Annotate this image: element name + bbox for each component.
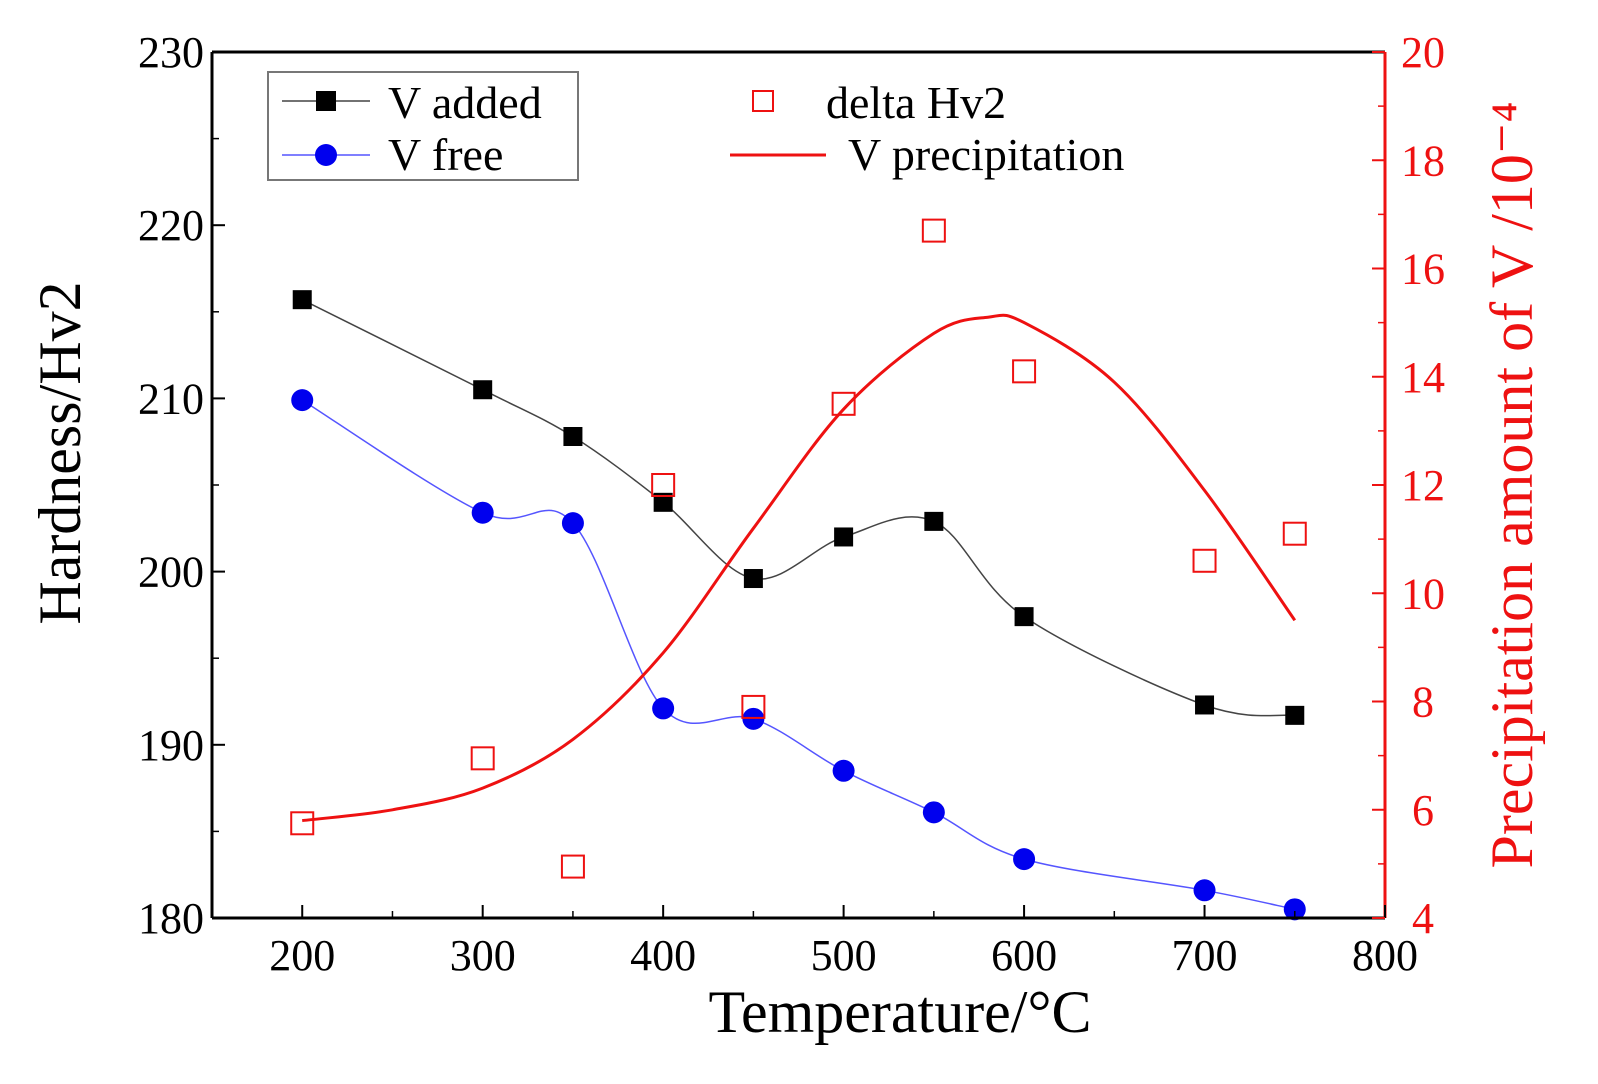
legend-v-added-label: V added bbox=[388, 77, 542, 128]
delta-hv2-point bbox=[1012, 359, 1037, 384]
v-added-point bbox=[563, 427, 583, 447]
x-tick-label: 400 bbox=[630, 931, 696, 980]
y2-axis-title: Precipitation amount of V /10⁻⁴ bbox=[1479, 102, 1545, 869]
y2-tick-label: 10 bbox=[1401, 569, 1445, 618]
y2-tick-label: 20 bbox=[1401, 28, 1445, 77]
y-tick-label: 220 bbox=[138, 201, 204, 250]
v-free-line bbox=[301, 399, 1295, 911]
legend-v-free-label: V free bbox=[388, 129, 503, 180]
x-tick-label: 600 bbox=[991, 931, 1057, 980]
v-free-point bbox=[561, 512, 584, 535]
legend-delta-hv2-label: delta Hv2 bbox=[826, 77, 1006, 128]
delta-hv2-point bbox=[470, 746, 495, 771]
x-tick-label: 800 bbox=[1352, 931, 1418, 980]
v-precipitation-line bbox=[302, 313, 1297, 823]
v-added-point bbox=[292, 290, 312, 310]
y-tick-label: 190 bbox=[138, 721, 204, 770]
legend-delta-hv2-marker bbox=[752, 90, 774, 112]
ticks-layer: 200 300 400 500 600 700 800 180 190 200 210 220 230 4… bbox=[138, 28, 1445, 980]
y2-tick-label: 18 bbox=[1401, 136, 1445, 185]
v-added-point bbox=[834, 527, 854, 547]
legend-v-free-marker bbox=[315, 144, 337, 166]
v-added-line bbox=[301, 299, 1295, 717]
delta-hv2-point bbox=[651, 473, 676, 497]
v-added-point bbox=[743, 569, 763, 589]
v-free-point bbox=[1013, 848, 1036, 871]
v-added-point bbox=[653, 492, 673, 512]
y-axis-title: Hardness/Hv2 bbox=[27, 281, 93, 624]
delta-hv2-point bbox=[741, 694, 766, 719]
y-tick-label: 230 bbox=[138, 28, 204, 77]
legend: V added V free delta Hv2 V precipitation bbox=[267, 71, 1124, 181]
v-added-point bbox=[473, 380, 493, 400]
y2-tick-label: 6 bbox=[1412, 786, 1434, 835]
y2-tick-label: 12 bbox=[1401, 461, 1445, 510]
v-free-point bbox=[922, 801, 945, 824]
y-tick-label: 200 bbox=[138, 548, 204, 597]
v-added-point bbox=[1285, 705, 1305, 725]
legend-v-added-marker bbox=[316, 91, 336, 111]
v-free-point bbox=[1283, 898, 1306, 921]
y2-tick-label: 4 bbox=[1412, 894, 1434, 943]
y2-tick-label: 14 bbox=[1401, 353, 1445, 402]
x-tick-label: 700 bbox=[1172, 931, 1238, 980]
curves-layer bbox=[301, 299, 1297, 911]
y-tick-label: 180 bbox=[138, 894, 204, 943]
v-free-point bbox=[1193, 879, 1216, 902]
v-free-point bbox=[832, 759, 855, 782]
delta-hv2-point bbox=[921, 218, 946, 243]
delta-hv2-point bbox=[290, 811, 315, 836]
y-tick-label: 210 bbox=[138, 374, 204, 423]
y2-tick-label: 8 bbox=[1412, 678, 1434, 727]
v-free-point bbox=[652, 697, 675, 720]
delta-hv2-point bbox=[1282, 521, 1307, 546]
x-tick-label: 300 bbox=[450, 931, 516, 980]
x-tick-label: 500 bbox=[811, 931, 877, 980]
v-free-point bbox=[471, 501, 494, 524]
markers-layer bbox=[290, 218, 1307, 921]
y2-tick-label: 16 bbox=[1401, 245, 1445, 294]
legend-v-precipitation-label: V precipitation bbox=[848, 129, 1124, 180]
x-tick-label: 200 bbox=[269, 931, 335, 980]
v-free-point bbox=[291, 389, 314, 412]
delta-hv2-point bbox=[1192, 548, 1217, 573]
v-added-point bbox=[1195, 695, 1215, 715]
v-added-point bbox=[1014, 607, 1034, 627]
delta-hv2-point bbox=[831, 391, 856, 416]
delta-hv2-point bbox=[560, 854, 585, 879]
v-added-point bbox=[924, 511, 944, 531]
x-axis-title: Temperature/°C bbox=[709, 979, 1092, 1045]
